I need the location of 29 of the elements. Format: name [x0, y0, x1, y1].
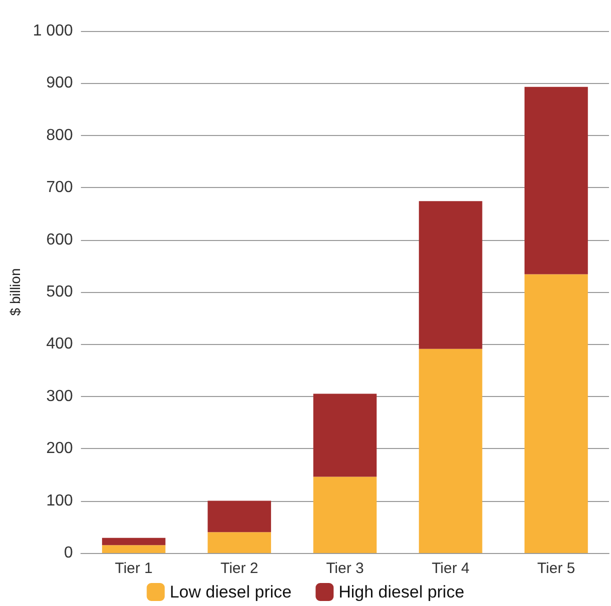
y-tick-label: 800	[46, 126, 74, 144]
legend-label: Low diesel price	[170, 582, 292, 602]
y-tick-label: 500	[46, 284, 74, 300]
x-tick-label: Tier 3	[326, 560, 364, 577]
bar	[524, 86, 588, 274]
y-tick-label: 400	[46, 336, 74, 353]
bar	[418, 348, 482, 553]
bar	[208, 532, 272, 553]
y-tick-label: 700	[46, 179, 74, 196]
bar	[418, 201, 482, 349]
legend-label: High diesel price	[338, 582, 464, 602]
y-tick-label: 1 000	[32, 22, 74, 40]
y-tick-label: 600	[46, 231, 74, 248]
x-tick-label: Tier 1	[114, 560, 153, 577]
bar	[313, 476, 377, 553]
x-tick-label: Tier 4	[432, 560, 470, 577]
x-tick-label: Tier 5	[537, 560, 576, 577]
bar	[208, 500, 272, 532]
y-axis-title: $ billion	[7, 268, 23, 316]
y-tick-label: 100	[46, 492, 74, 510]
y-tick-label: 200	[46, 440, 74, 458]
y-tick-label: 300	[46, 388, 74, 405]
bar	[102, 545, 166, 553]
y-tick-label: 0	[64, 544, 74, 562]
bar	[313, 394, 377, 477]
x-tick-label: Tier 2	[220, 560, 258, 577]
bar	[524, 274, 588, 553]
y-tick-label: 900	[46, 74, 74, 92]
bar	[102, 538, 166, 546]
